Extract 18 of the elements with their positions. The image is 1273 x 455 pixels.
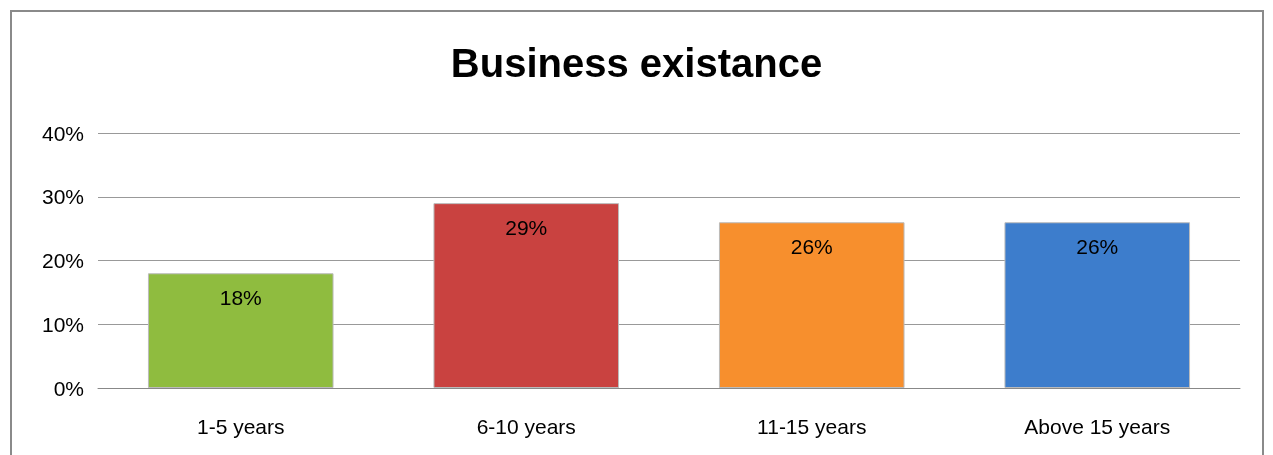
x-tick-label: 1-5 years [196,415,285,438]
y-tick-label: 0% [53,376,84,400]
x-tick-label: 6-10 years [476,415,576,438]
bar [433,203,620,388]
data-label: 26% [790,235,833,259]
data-label: 29% [505,216,548,240]
y-tick-label: 30% [41,185,84,209]
x-tick-label: Above 15 years [1024,415,1171,438]
bar [1004,222,1191,388]
y-tick-label: 10% [41,312,84,336]
bar [147,273,334,388]
y-tick-label: 40% [41,121,84,145]
x-tick-label: 11-15 years [757,415,867,438]
chart-title: Business existance [450,41,823,85]
data-label: 26% [1076,235,1119,259]
data-label: 18% [219,286,262,310]
bar [718,222,905,388]
y-tick-label: 20% [41,249,84,272]
